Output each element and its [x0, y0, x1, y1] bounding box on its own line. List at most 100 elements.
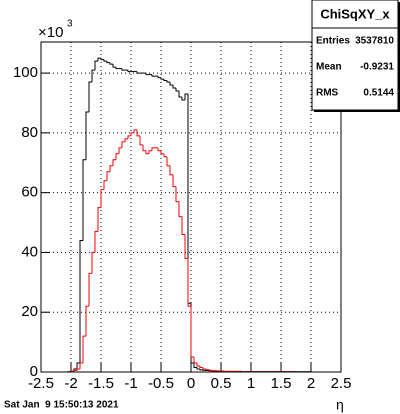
histogram-bin: [166, 156, 170, 167]
x-tick-label: 1: [247, 375, 255, 392]
histogram-bin: [124, 138, 128, 142]
histogram-bin: [79, 362, 83, 370]
histogram-bin: [136, 71, 140, 74]
histogram-bin: [184, 234, 188, 259]
histogram-bin: [115, 67, 119, 70]
histogram-bin: [100, 189, 104, 208]
plot-frame: [40, 41, 342, 373]
histogram-bin: [85, 111, 89, 160]
histogram-bin: [142, 144, 146, 152]
histogram-bin: [109, 62, 113, 65]
histogram-bin: [112, 159, 116, 166]
histogram-bin: [193, 357, 197, 364]
x-tick-label: -2.5: [28, 375, 54, 392]
histogram-bin: [121, 68, 125, 71]
x-tick-label: 0.5: [211, 375, 232, 392]
histogram-bin: [79, 239, 83, 364]
histogram-bin: [82, 159, 86, 241]
histogram-bin: [100, 58, 104, 61]
histogram-bin: [88, 272, 92, 307]
histogram-bin: [97, 207, 101, 232]
x-tick-label: -0.5: [148, 375, 174, 392]
y-tick-label: 0: [30, 363, 38, 380]
histogram-bin: [118, 147, 122, 154]
x-tick-label: 2: [307, 375, 315, 392]
footer: Sat Jan 9 15:50:13 2021: [4, 400, 119, 411]
y-scale-label: ×10: [38, 24, 63, 41]
histogram-bin: [181, 216, 185, 235]
histogram-bin: [166, 80, 170, 83]
histogram-bin: [199, 369, 203, 371]
x-tick-label: -2: [64, 375, 77, 392]
stats-key: Entries: [316, 36, 350, 47]
y-tick-label: 80: [21, 124, 38, 141]
x-tick-label: 0: [187, 375, 195, 392]
histogram-bin: [115, 153, 119, 160]
histogram-bin: [91, 69, 95, 83]
histogram-bin: [91, 251, 95, 274]
histogram-bin: [157, 76, 161, 79]
histogram-bin: [97, 57, 101, 62]
stats-value: -0.9231: [360, 62, 394, 73]
histogram-bin: [196, 367, 200, 370]
histogram-bin: [193, 363, 197, 369]
histogram-bin: [73, 370, 77, 372]
histogram-bin: [82, 335, 86, 364]
histogram-bin: [181, 97, 185, 101]
histogram-bin: [145, 73, 149, 76]
histogram-bin: [94, 60, 98, 71]
histogram-bin: [187, 258, 191, 307]
y-tick-label: 60: [21, 184, 38, 201]
histogram-bin: [151, 74, 155, 77]
histogram-bin: [178, 91, 182, 98]
x-tick-label: -1.5: [88, 375, 114, 392]
histogram-bin: [103, 180, 107, 190]
stats-key: Mean: [316, 62, 342, 73]
x-tick-label: 2.5: [331, 375, 352, 392]
y-tick-label: 40: [21, 243, 38, 260]
histogram-bin: [139, 135, 143, 146]
histogram-bin: [76, 362, 80, 370]
histogram-bin: [148, 150, 152, 154]
histogram-bin: [109, 165, 113, 172]
x-tick-label: 1.5: [271, 375, 292, 392]
histogram-bin: [178, 201, 182, 218]
histogram-bin: [112, 64, 116, 68]
histogram-bin: [175, 88, 179, 92]
x-tick-label: -1: [124, 375, 137, 392]
histogram-bin: [169, 165, 173, 176]
histogram-bin: [136, 129, 140, 137]
histogram-bin: [163, 153, 167, 158]
histogram-bin: [172, 85, 176, 89]
histogram-bin: [172, 174, 176, 188]
histogram-bin: [160, 77, 164, 80]
y-tick-label: 100: [13, 64, 38, 81]
histogram-bin: [121, 141, 125, 148]
histogram-bin: [151, 147, 155, 151]
histogram-bin: [76, 368, 80, 371]
histogram-bin: [127, 135, 131, 139]
y-tick-label: 20: [21, 303, 38, 320]
stats-value: 0.5144: [363, 88, 394, 99]
histogram-bin: [106, 171, 110, 181]
histogram-bin: [190, 306, 194, 358]
histogram-bin: [127, 70, 131, 73]
x-axis-label: η: [336, 397, 344, 413]
histogram-bin: [88, 81, 92, 112]
histogram-bin: [208, 369, 212, 371]
histogram-bin: [175, 186, 179, 203]
histogram-bin: [106, 61, 110, 64]
histogram-bin: [130, 132, 134, 136]
histogram-bin: [184, 93, 188, 100]
histogram-bin: [85, 305, 89, 337]
histogram-bin: [196, 363, 200, 367]
histogram-bin: [133, 129, 137, 133]
histogram-bin: [163, 79, 167, 82]
histogram-bin: [169, 82, 173, 86]
y-scale-exponent: 3: [67, 19, 73, 30]
histogram-bin: [199, 366, 203, 369]
histogram-bin: [202, 367, 206, 370]
histogram-bin: [157, 147, 161, 152]
stats-key: RMS: [316, 88, 339, 99]
